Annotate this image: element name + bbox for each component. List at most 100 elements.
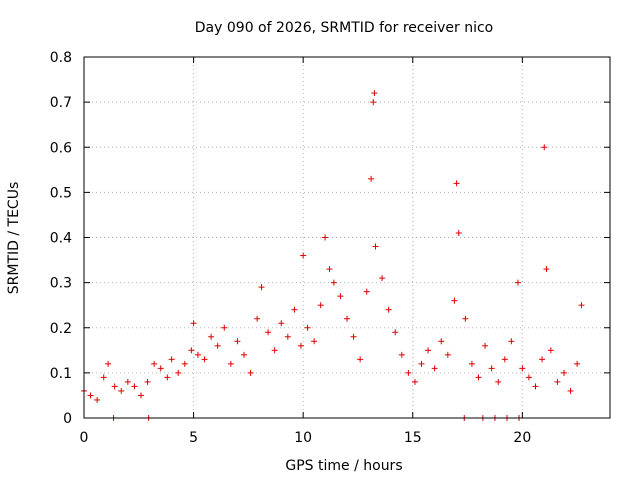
data-point (425, 347, 432, 354)
y-tick-label: 0.4 (50, 231, 72, 247)
data-point (201, 356, 208, 363)
data-point (451, 297, 458, 304)
data-point (337, 293, 344, 300)
data-point (371, 90, 378, 97)
data-point (405, 369, 412, 376)
data-point (532, 383, 539, 390)
data-point (539, 356, 546, 363)
data-point (284, 333, 291, 340)
data-point (168, 356, 175, 363)
data-point (357, 356, 364, 363)
y-tick-label: 0.8 (50, 50, 72, 66)
data-point (105, 360, 112, 367)
data-point (111, 383, 118, 390)
data-point (322, 234, 329, 241)
data-point (151, 360, 158, 367)
data-point (519, 365, 526, 372)
grid (84, 57, 610, 418)
data-point (514, 279, 521, 286)
data-point (508, 338, 515, 345)
data-point (137, 392, 144, 399)
x-tick-label: 20 (513, 430, 531, 446)
data-point (330, 279, 337, 286)
data-point (344, 315, 350, 322)
data-point (543, 266, 550, 273)
data-point (271, 347, 278, 354)
data-point (418, 360, 425, 367)
data-point (181, 360, 188, 367)
data-point (525, 374, 532, 381)
data-point (300, 252, 307, 259)
data-point (188, 347, 195, 354)
data-point (488, 365, 495, 372)
data-point (541, 144, 548, 151)
data-point (574, 360, 581, 367)
data-point (190, 320, 197, 327)
data-point (554, 378, 561, 385)
data-point (372, 243, 379, 250)
data-point (368, 175, 375, 182)
data-point (398, 351, 405, 358)
data-point (234, 338, 241, 345)
data-point (214, 342, 221, 349)
x-tick-label: 15 (404, 430, 422, 446)
y-tick-label: 0.5 (50, 185, 72, 201)
data-point (194, 351, 201, 358)
y-tick-label: 0.3 (50, 276, 72, 292)
data-point (311, 338, 318, 345)
x-tick-label: 5 (189, 430, 198, 446)
data-point (411, 378, 418, 385)
data-point (326, 266, 333, 273)
data-point (144, 378, 151, 385)
data-point (278, 320, 285, 327)
data-point (297, 342, 304, 349)
y-tick-label: 0.2 (50, 321, 72, 337)
data-point (265, 329, 272, 336)
y-tick-label: 0.7 (50, 95, 72, 111)
y-axis-label: SRMTID / TECUs (6, 182, 22, 295)
data-point (462, 315, 469, 322)
data-point (455, 229, 462, 236)
x-tick-label: 10 (294, 430, 312, 446)
data-point (247, 369, 254, 376)
data-point (350, 333, 357, 340)
data-point (482, 342, 489, 349)
data-point (175, 369, 182, 376)
data-point (164, 374, 171, 381)
data-point (157, 365, 164, 372)
data-point (453, 180, 460, 187)
data-point (444, 351, 451, 358)
data-point (87, 392, 94, 399)
data-point (578, 302, 585, 309)
data-point (560, 369, 567, 376)
data-point (363, 288, 370, 295)
data-point (227, 360, 234, 367)
y-tick-label: 0.1 (50, 366, 72, 382)
data-point (94, 396, 101, 403)
data-point (100, 374, 107, 381)
data-point (501, 356, 508, 363)
y-tick-label: 0 (63, 411, 72, 427)
y-tick-label: 0.6 (50, 140, 72, 156)
axis-ticks: 0 5 10 15 20 0 0.1 0.2 0.3 0.4 0.5 0.6 0.7 0.8 (50, 50, 610, 446)
scatter-points (81, 90, 585, 421)
x-tick-label: 0 (80, 430, 89, 446)
x-axis-label: GPS time / hours (285, 458, 402, 474)
data-point (131, 383, 138, 390)
data-point (258, 284, 265, 291)
data-point (124, 378, 131, 385)
data-point (370, 99, 377, 106)
data-point (304, 324, 311, 331)
data-point (291, 306, 298, 313)
data-point (392, 329, 399, 336)
data-point (495, 378, 502, 385)
data-point (468, 360, 475, 367)
data-point (208, 333, 215, 340)
data-point (431, 365, 438, 372)
chart-title: Day 090 of 2026, SRMTID for receiver nic… (195, 20, 493, 36)
data-point (254, 315, 261, 322)
data-point (118, 387, 125, 394)
data-point (438, 338, 445, 345)
